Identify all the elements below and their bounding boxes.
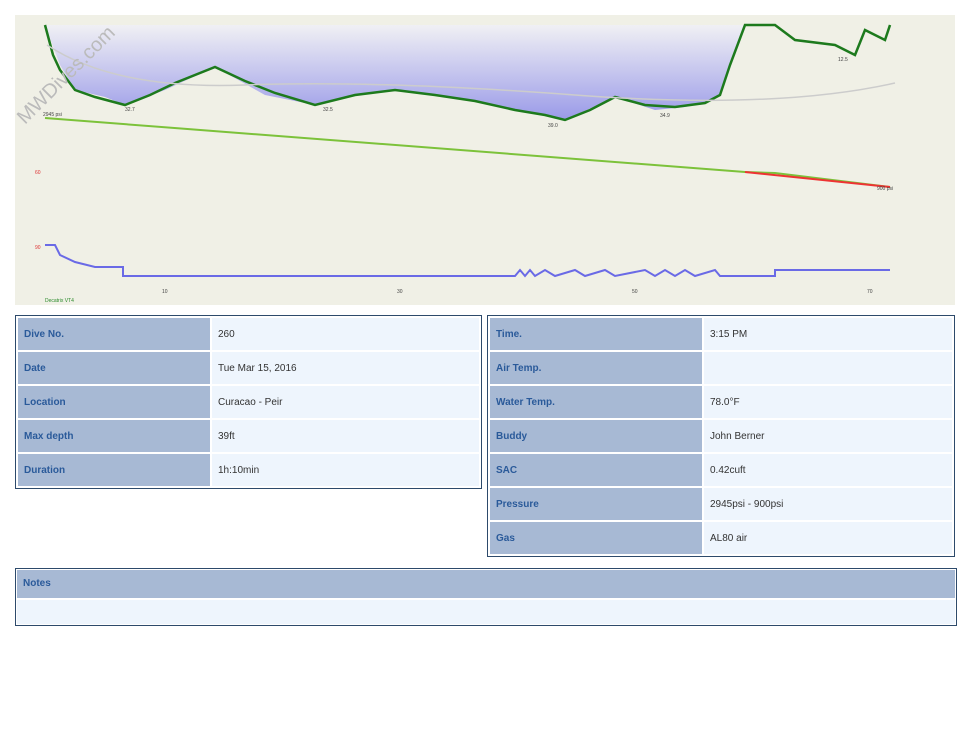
row-label: Gas — [490, 522, 702, 554]
table-row: SAC 0.42cuft — [490, 454, 952, 486]
row-value: 78.0°F — [704, 386, 952, 418]
table-row: Time. 3:15 PM — [490, 318, 952, 350]
row-label: SAC — [490, 454, 702, 486]
row-label: Air Temp. — [490, 352, 702, 384]
row-label: Location — [18, 386, 210, 418]
x-tick-label: 50 — [632, 289, 638, 295]
depth-label: 39.0 — [548, 123, 558, 129]
row-label: Buddy — [490, 420, 702, 452]
row-value: 39ft — [212, 420, 479, 452]
table-row: Dive No. 260 — [18, 318, 479, 350]
table-row: Air Temp. — [490, 352, 952, 384]
row-value: 3:15 PM — [704, 318, 952, 350]
depth-label: 32.5 — [323, 107, 333, 113]
depth-line — [43, 23, 892, 122]
row-label: Time. — [490, 318, 702, 350]
row-label: Date — [18, 352, 210, 384]
y-label: 90 — [35, 245, 41, 251]
table-row: Max depth 39ft — [18, 420, 479, 452]
row-label: Pressure — [490, 488, 702, 520]
x-tick-label: 70 — [867, 289, 873, 295]
table-row: Date Tue Mar 15, 2016 — [18, 352, 479, 384]
depth-label: 12.5 — [838, 57, 848, 63]
notes-title: Notes — [17, 570, 955, 598]
dive-info-table: Dive No. 260 Date Tue Mar 15, 2016 Location C… — [15, 315, 482, 489]
depth-label: 32.7 — [125, 107, 135, 113]
row-value: 260 — [212, 318, 479, 350]
ascent-rate-line — [45, 244, 890, 278]
row-label: Max depth — [18, 420, 210, 452]
row-value: AL80 air — [704, 522, 952, 554]
row-label: Duration — [18, 454, 210, 486]
row-value: 2945psi - 900psi — [704, 488, 952, 520]
row-value: Curacao - Peir — [212, 386, 479, 418]
depth-area — [45, 25, 745, 120]
conditions-table: Time. 3:15 PM Air Temp. Water Temp. 78.0°F Bu… — [487, 315, 955, 557]
profile-footer: Decatrix VT4 — [45, 298, 74, 304]
table-row: Buddy John Berner — [490, 420, 952, 452]
row-value — [704, 352, 952, 384]
table-row: Water Temp. 78.0°F — [490, 386, 952, 418]
notes-body — [17, 600, 955, 624]
row-value: Tue Mar 15, 2016 — [212, 352, 479, 384]
y-label: 60 — [35, 170, 41, 176]
row-value: 1h:10min — [212, 454, 479, 486]
row-label: Water Temp. — [490, 386, 702, 418]
average-line — [46, 44, 896, 102]
row-value: 0.42cuft — [704, 454, 952, 486]
end-pressure: 900 psi — [877, 186, 893, 192]
pressure-line — [44, 117, 891, 188]
table-row: Pressure 2945psi - 900psi — [490, 488, 952, 520]
x-tick-label: 10 — [162, 289, 168, 295]
table-row: Location Curacao - Peir — [18, 386, 479, 418]
depth-label: 34.9 — [660, 113, 670, 119]
notes-panel: Notes — [15, 568, 957, 626]
x-tick-label: 30 — [397, 289, 403, 295]
table-row: Gas AL80 air — [490, 522, 952, 554]
pressure-low — [744, 171, 891, 188]
table-row: Duration 1h:10min — [18, 454, 479, 486]
row-label: Dive No. — [18, 318, 210, 350]
start-pressure: 2945 psi — [43, 112, 62, 118]
row-value: John Berner — [704, 420, 952, 452]
